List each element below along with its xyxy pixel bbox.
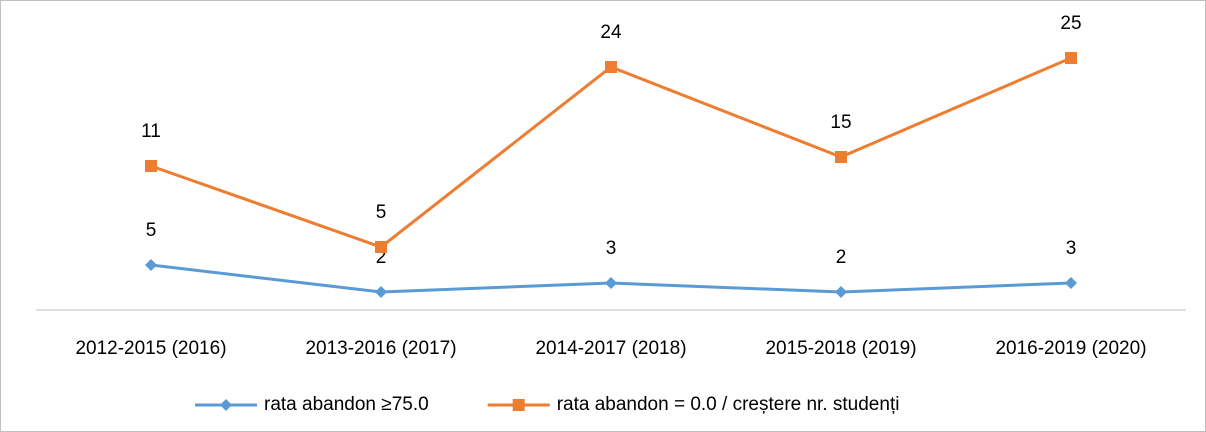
data-point bbox=[605, 277, 617, 289]
data-label: 25 bbox=[1060, 13, 1081, 34]
data-point bbox=[375, 241, 387, 253]
data-label: 15 bbox=[830, 112, 851, 133]
x-tick-label: 2013-2016 (2017) bbox=[305, 338, 456, 359]
data-label: 5 bbox=[376, 202, 387, 223]
legend-marker bbox=[512, 399, 525, 411]
data-point bbox=[835, 151, 847, 163]
data-point bbox=[145, 160, 157, 172]
legend-marker bbox=[220, 399, 232, 411]
data-point bbox=[375, 286, 387, 298]
data-point bbox=[605, 61, 617, 73]
data-point bbox=[145, 259, 157, 271]
data-label: 2 bbox=[376, 247, 387, 268]
x-tick-label: 2016-2019 (2020) bbox=[995, 338, 1146, 359]
x-tick-label: 2012-2015 (2016) bbox=[75, 338, 226, 359]
legend-label: rata abandon ≥75.0 bbox=[264, 394, 429, 415]
data-point bbox=[835, 286, 847, 298]
data-label: 11 bbox=[141, 121, 161, 142]
data-label: 3 bbox=[606, 238, 617, 259]
data-label: 2 bbox=[836, 247, 847, 268]
data-label: 24 bbox=[600, 22, 622, 43]
data-point bbox=[1065, 277, 1077, 289]
data-label: 5 bbox=[146, 220, 157, 241]
x-tick-label: 2015-2018 (2019) bbox=[765, 338, 916, 359]
x-tick-label: 2014-2017 (2018) bbox=[535, 338, 686, 359]
data-point bbox=[1065, 52, 1077, 64]
legend-label: rata abandon = 0.0 / creștere nr. studen… bbox=[557, 394, 900, 415]
data-label: 3 bbox=[1066, 238, 1077, 259]
